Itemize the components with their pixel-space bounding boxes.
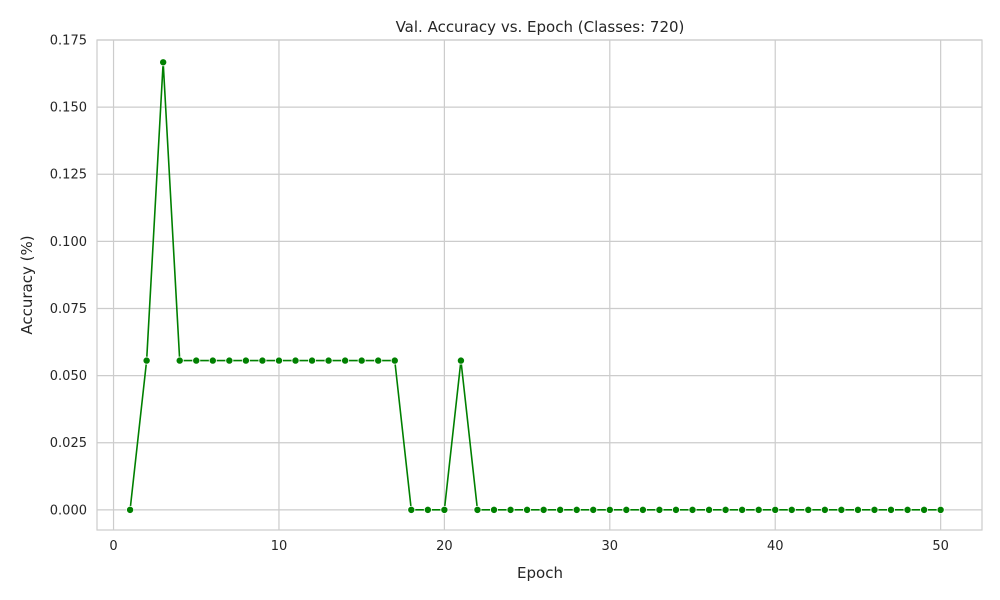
data-point — [341, 356, 350, 365]
data-point — [539, 505, 548, 514]
data-point — [920, 505, 929, 514]
data-point — [771, 505, 780, 514]
data-point — [241, 356, 250, 365]
x-tick-label: 10 — [271, 539, 288, 554]
data-point — [688, 505, 697, 514]
data-point — [142, 356, 151, 365]
data-point — [208, 356, 217, 365]
y-axis-label: Accuracy (%) — [18, 235, 36, 334]
data-point — [374, 356, 383, 365]
x-tick-label: 30 — [602, 539, 619, 554]
data-point — [589, 505, 598, 514]
plot-frame — [96, 39, 983, 531]
data-point — [655, 505, 664, 514]
data-point — [324, 356, 333, 365]
data-point — [671, 505, 680, 514]
x-tick-label: 0 — [109, 539, 117, 554]
y-tick-label: 0.025 — [50, 436, 87, 451]
data-point — [705, 505, 714, 514]
y-tick-label: 0.000 — [50, 503, 87, 518]
data-point — [820, 505, 829, 514]
data-point — [407, 505, 416, 514]
data-point — [903, 505, 912, 514]
data-point — [936, 505, 945, 514]
data-point — [192, 356, 201, 365]
y-tick-label: 0.075 — [50, 302, 87, 317]
data-point — [490, 505, 499, 514]
data-point — [638, 505, 647, 514]
x-axis-ticks: 0 10 20 30 40 50 — [109, 539, 949, 554]
data-point — [556, 505, 565, 514]
data-point — [605, 505, 614, 514]
data-point — [308, 356, 317, 365]
data-point — [258, 356, 267, 365]
data-point — [523, 505, 532, 514]
data-point — [738, 505, 747, 514]
series-layer — [126, 58, 945, 514]
data-point — [506, 505, 515, 514]
data-point — [274, 356, 283, 365]
y-tick-label: 0.150 — [50, 101, 87, 116]
data-point — [754, 505, 763, 514]
data-point — [357, 356, 366, 365]
y-tick-label: 0.175 — [50, 34, 87, 49]
y-axis-ticks: 0.000 0.025 0.050 0.075 0.100 0.125 0.150 0.175 — [50, 34, 87, 519]
data-point — [887, 505, 896, 514]
x-tick-label: 20 — [436, 539, 453, 554]
data-point — [837, 505, 846, 514]
data-point — [456, 356, 465, 365]
x-tick-label: 40 — [767, 539, 784, 554]
data-point — [126, 505, 135, 514]
data-point — [721, 505, 730, 514]
y-tick-label: 0.050 — [50, 369, 87, 384]
data-point — [440, 505, 449, 514]
data-point — [159, 58, 168, 67]
data-point — [853, 505, 862, 514]
data-point — [423, 505, 432, 514]
data-point — [225, 356, 234, 365]
x-tick-label: 50 — [932, 539, 949, 554]
data-point — [787, 505, 796, 514]
data-point — [572, 505, 581, 514]
data-point — [870, 505, 879, 514]
data-point — [175, 356, 184, 365]
y-tick-label: 0.125 — [50, 168, 87, 183]
data-point — [473, 505, 482, 514]
data-point — [390, 356, 399, 365]
grid — [97, 39, 982, 530]
y-tick-label: 0.100 — [50, 235, 87, 250]
chart-title: Val. Accuracy vs. Epoch (Classes: 720) — [396, 18, 685, 36]
data-point — [804, 505, 813, 514]
data-point — [291, 356, 300, 365]
x-axis-label: Epoch — [517, 564, 563, 582]
data-point — [622, 505, 631, 514]
